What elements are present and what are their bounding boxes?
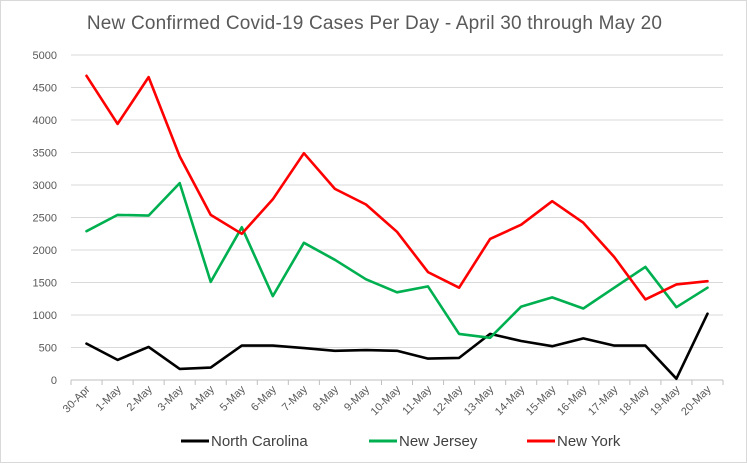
x-tick-label: 19-May — [648, 383, 683, 418]
x-tick-label: 5-May — [218, 383, 248, 413]
x-tick-label: 16-May — [555, 383, 590, 418]
x-tick-label: 13-May — [462, 383, 497, 418]
chart-title: New Confirmed Covid-19 Cases Per Day - A… — [86, 13, 663, 34]
x-tick-label: 14-May — [493, 383, 528, 418]
series-line-north-carolina — [85, 312, 709, 381]
y-tick-label: 4000 — [33, 115, 57, 127]
x-tick-label: 20-May — [679, 383, 714, 418]
y-tick-label: 4500 — [33, 83, 57, 95]
legend-label-north-carolina: North Carolina — [211, 433, 308, 450]
x-tick-label: 7-May — [280, 383, 310, 413]
series-line-new-york — [85, 74, 709, 301]
series-line-new-jersey — [85, 181, 709, 340]
y-tick-label: 2500 — [33, 213, 57, 225]
x-tick-label: 2-May — [125, 383, 155, 413]
y-tick-label: 2000 — [33, 245, 57, 257]
y-tick-label: 1500 — [33, 278, 57, 290]
legend-label-new-york: New York — [557, 433, 621, 450]
y-tick-label: 3500 — [33, 148, 57, 160]
x-tick-label: 18-May — [617, 383, 652, 418]
x-tick-label: 12-May — [431, 383, 466, 418]
x-tick-label: 3-May — [156, 383, 186, 413]
x-tick-label: 6-May — [249, 383, 279, 413]
x-tick-label: 4-May — [187, 383, 217, 413]
y-tick-label: 500 — [39, 343, 57, 355]
x-tick-label: 15-May — [524, 383, 559, 418]
y-tick-label: 0 — [51, 375, 57, 387]
x-tick-label: 11-May — [400, 383, 434, 417]
x-tick-label: 8-May — [311, 383, 341, 413]
y-tick-label: 5000 — [33, 50, 57, 62]
y-tick-label: 3000 — [33, 180, 57, 192]
x-tick-label: 30-Apr — [61, 383, 93, 415]
y-tick-label: 1000 — [33, 310, 57, 322]
x-tick-label: 1-May — [94, 383, 124, 413]
x-tick-label: 17-May — [586, 383, 621, 418]
legend-label-new-jersey: New Jersey — [399, 433, 478, 450]
x-tick-label: 10-May — [369, 383, 404, 418]
